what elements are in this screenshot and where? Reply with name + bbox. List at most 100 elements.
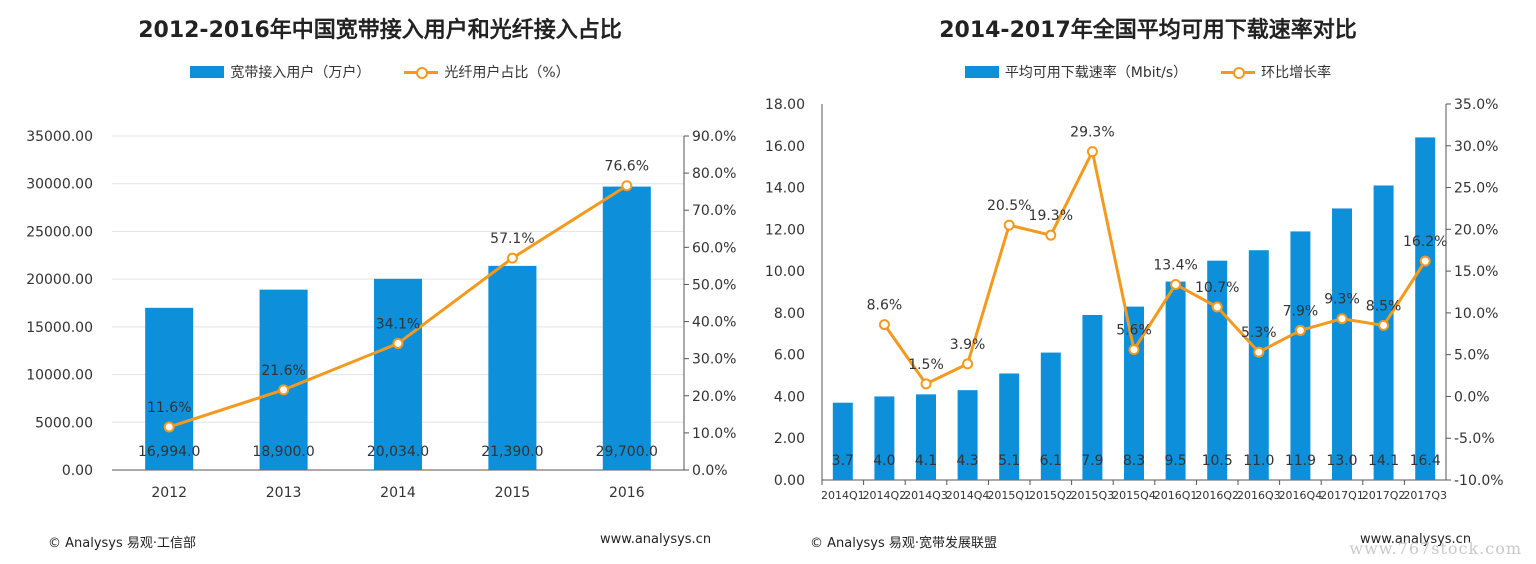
line-value-label: 16.2% [1403,234,1447,250]
y-tick-label: 20000.00 [26,272,93,288]
y2-tick-label: -10.0% [1454,473,1504,489]
bar [832,402,853,480]
x-tick-label: 2014Q1 [821,489,865,502]
bar-value-label: 7.9 [1081,453,1103,469]
bar [1332,208,1352,480]
line-value-label: 13.4% [1153,257,1197,273]
y-tick-label: 10.00 [765,264,805,280]
y2-tick-label: 90.0% [692,129,736,145]
y-tick-label: 18.00 [765,97,805,113]
bar-value-label: 16.4 [1410,453,1441,469]
line-point [1003,219,1015,231]
y2-tick-label: 35.0% [1454,97,1498,113]
y-tick-label: 0.00 [62,463,93,479]
bar [488,265,537,470]
bar-value-label: 10.5 [1202,453,1233,469]
line-value-label: 21.6% [261,363,305,379]
line-point [1378,319,1390,331]
bar-value-label: 11.0 [1243,453,1274,469]
chart-plot: 0.00 5000.00 10000.00 15000.00 20000.00 25000… [26,129,736,501]
chart-panel-broadband-users: 2012-2016年中国宽带接入用户和光纤接入占比 宽带接入用户（万户） 光纤用… [0,0,760,564]
y-tick-label: 25000.00 [26,224,93,240]
bar [1040,352,1061,480]
line-point [392,337,404,349]
line-point [1419,255,1431,267]
x-tick-label: 2014Q2 [863,489,907,502]
x-tick-label: 2015Q4 [1112,489,1156,502]
bar-value-label: 20,034.0 [367,444,429,460]
source-note: © Analysys 易观·工信部 [48,536,197,551]
y-tick-label: 15000.00 [26,320,93,336]
line-value-label: 1.5% [908,357,944,373]
x-tick-label: 2017Q1 [1320,489,1364,502]
chart-legend: 宽带接入用户（万户） 光纤用户占比（%） [0,62,760,82]
y-tick-label: 2.00 [774,431,805,447]
line-point [1253,346,1265,358]
bar [1373,185,1394,480]
legend-label: 光纤用户占比（%） [444,65,570,81]
x-tick-label: 2016Q3 [1237,489,1281,502]
x-tick-label: 2014Q4 [946,489,990,502]
line-value-label: 9.3% [1324,292,1360,308]
y2-tick-label: 60.0% [692,240,736,256]
line-value-label: 34.1% [376,316,420,332]
chart-title: 2014-2017年全国平均可用下载速率对比 [939,18,1357,43]
line-point [1211,301,1223,313]
y2-tick-label: 20.0% [692,389,736,405]
y2-tick-label: 25.0% [1454,181,1498,197]
line-value-label: 29.3% [1070,125,1114,141]
site-url: www.analysys.cn [1360,532,1472,547]
bar-value-label: 4.0 [873,453,895,469]
bar-value-label: 8.3 [1123,453,1145,469]
bar-value-label: 4.3 [956,453,978,469]
legend-item-line: 光纤用户占比（%） [404,62,570,82]
bar [145,307,194,470]
line-value-label: 5.6% [1116,323,1152,339]
chart-title: 2012-2016年中国宽带接入用户和光纤接入占比 [138,18,622,43]
y-tick-label: 0.00 [774,473,805,489]
bar [957,390,978,480]
line-point [1294,324,1306,336]
line-point [920,378,932,390]
legend-item-bar: 平均可用下载速率（Mbit/s） [964,62,1187,82]
line-point [878,319,890,331]
line-value-label: 5.3% [1241,325,1277,341]
legend-bar-swatch [190,66,225,78]
line-point [506,252,518,264]
y-tick-label: 35000.00 [26,129,93,145]
line-point [278,384,290,396]
chart-panel-download-speed: 2014-2017年全国平均可用下载速率对比 平均可用下载速率（Mbit/s） … [760,0,1536,564]
y2-tick-label: 15.0% [1454,264,1498,280]
y-tick-label: 14.00 [765,181,805,197]
y2-tick-label: 0.0% [692,463,728,479]
y2-tick-label: 70.0% [692,203,736,219]
x-tick-label: 2012 [151,485,187,501]
legend-item-line: 环比增长率 [1221,62,1331,82]
site-url: www.analysys.cn [600,532,712,547]
line-series [883,150,1427,386]
y2-tick-label: 50.0% [692,277,736,293]
bar-value-label: 9.5 [1164,453,1186,469]
bar-value-label: 5.1 [998,453,1020,469]
bar [602,186,651,470]
bar [999,373,1020,480]
bar [1082,314,1103,480]
bar [916,394,936,480]
bar-value-label: 14.1 [1368,453,1399,469]
watermark-url: www.767stock.com [1349,539,1522,558]
x-tick-label: 2015Q2 [1029,489,1073,502]
bar [1248,250,1269,480]
line-value-label: 10.7% [1195,280,1239,296]
line-point [962,358,974,370]
y-tick-label: 4.00 [774,389,805,405]
chart-legend: 平均可用下载速率（Mbit/s） 环比增长率 [760,62,1536,82]
x-tick-label: 2017Q3 [1403,489,1447,502]
bar-value-label: 6.1 [1040,453,1062,469]
bar [1290,231,1311,480]
line-value-label: 20.5% [987,198,1031,214]
y2-tick-label: 80.0% [692,166,736,182]
legend-label: 宽带接入用户（万户） [230,65,371,81]
bar [259,289,308,470]
x-tick-label: 2015 [495,485,531,501]
line-value-label: 3.9% [950,337,986,353]
